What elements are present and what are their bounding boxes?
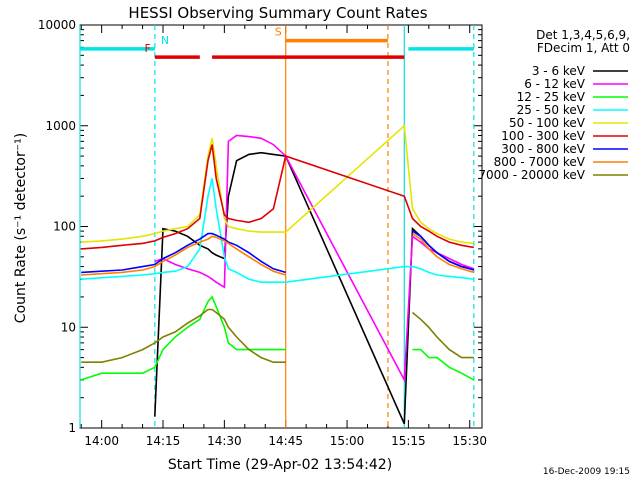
plot-area: 1 10 100 1000 10000 14:00 14:15 14:30 14:45 15:00… <box>38 18 487 448</box>
series-line <box>412 230 475 271</box>
legend-label: 300 - 800 keV <box>501 142 585 156</box>
series-line <box>81 232 286 274</box>
legend-label: 6 - 12 keV <box>524 77 586 91</box>
y-tick-label: 100 <box>53 220 76 234</box>
legend-label: 800 - 7000 keV <box>494 155 586 169</box>
legend-label: 7000 - 20000 keV <box>478 168 585 182</box>
series-line <box>81 144 474 250</box>
footer-date: 16-Dec-2009 19:15 <box>543 467 630 477</box>
series-line <box>81 235 286 276</box>
flag-label: S <box>275 26 282 39</box>
chart-title: HESSI Observing Summary Count Rates <box>128 4 427 22</box>
x-tick-label: 14:00 <box>84 434 119 448</box>
x-tick-label: 15:30 <box>452 434 487 448</box>
legend-label: 100 - 300 keV <box>501 129 585 143</box>
series-line <box>81 178 474 284</box>
x-tick-label: 15:15 <box>391 434 426 448</box>
series-line <box>81 124 474 245</box>
x-axis-label: Start Time (29-Apr-02 13:54:42) <box>168 457 392 473</box>
y-tick-label: 10 <box>61 320 76 334</box>
y-tick-label: 10000 <box>38 18 76 32</box>
x-tick-label: 14:15 <box>146 434 181 448</box>
series-line <box>411 311 474 359</box>
legend-label: 12 - 25 keV <box>517 90 586 104</box>
series-line <box>154 134 475 383</box>
y-tick-label: 1 <box>68 421 76 435</box>
y-axis-label: Count Rate (s⁻¹ detector⁻¹) <box>13 133 29 323</box>
legend: Det 1,3,4,5,6,9, FDecim 1, Att 0 3 - 6 k… <box>478 28 630 182</box>
flag-label: F <box>145 42 151 55</box>
series-line <box>412 232 475 274</box>
series-line <box>412 348 475 381</box>
x-tick-label: 14:30 <box>207 434 242 448</box>
series-line <box>80 295 286 381</box>
legend-label: 25 - 50 keV <box>517 103 586 117</box>
legend-label: 50 - 100 keV <box>509 116 586 130</box>
flag-label: N <box>161 34 169 47</box>
x-tick-label: 15:00 <box>330 434 365 448</box>
legend-header-line-1: Det 1,3,4,5,6,9, <box>536 28 630 42</box>
series-line <box>81 308 286 364</box>
legend-header-line-2: FDecim 1, Att 0 <box>537 41 630 55</box>
legend-label: 3 - 6 keV <box>532 64 586 78</box>
x-tick-label: 14:45 <box>268 434 303 448</box>
y-tick-label: 1000 <box>45 119 76 133</box>
